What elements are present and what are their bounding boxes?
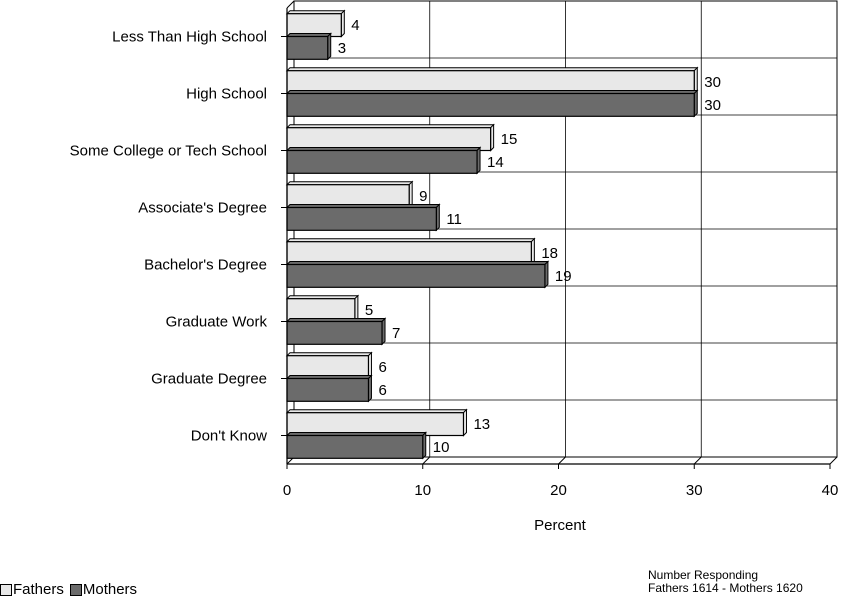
note-line-1: Number Responding [648,568,759,582]
data-label-mothers-graduate-degree: 6 [378,382,386,399]
data-label-mothers-don-t-know: 10 [433,439,450,456]
data-label-fathers-bachelor-s-degree: 18 [541,245,558,262]
bar-mothers-high-school [286,92,695,117]
legend-swatch-fathers [0,583,12,596]
bar-mothers-don-t-know [286,434,424,459]
bars [285,9,699,460]
data-label-fathers-don-t-know: 13 [473,416,490,433]
data-label-mothers-some-college-or-tech-school: 14 [487,154,504,171]
bar-mothers-graduate-work [286,320,383,345]
y-axis-depth-line [286,0,295,9]
data-label-fathers-graduate-work: 5 [365,302,373,319]
data-label-fathers-associate-s-degree: 9 [419,188,427,205]
responses-note: Number Responding Fathers 1614 - Mothers… [648,569,803,595]
legend-item-mothers: Mothers [69,581,138,598]
data-label-mothers-less-than-high-school: 3 [338,40,346,57]
x-tick-label-40: 40 [822,482,839,499]
x-tick-label-0: 0 [283,482,291,499]
legend-label-mothers: Mothers [82,581,138,598]
legend-label-fathers: Fathers [13,581,64,598]
data-label-mothers-associate-s-degree: 11 [446,211,462,228]
axes [281,0,831,469]
data-label-fathers-graduate-degree: 6 [378,359,386,376]
data-label-fathers-less-than-high-school: 4 [351,17,359,34]
x-axis-label: Percent [534,517,587,534]
bar-mothers-some-college-or-tech-school [286,149,478,174]
legend-item-fathers: Fathers [0,581,64,598]
category-label-associate-s-degree: Associate's Degree [138,200,267,217]
data-label-fathers-high-school: 30 [704,74,721,91]
category-label-graduate-degree: Graduate Degree [151,371,267,388]
floor-grid-line [422,456,431,465]
floor-grid-line [693,456,702,465]
bar-mothers-less-than-high-school [286,35,329,60]
bar-mothers-associate-s-degree [286,206,437,231]
x-tick-label-20: 20 [550,482,567,499]
data-label-mothers-high-school: 30 [704,97,721,114]
data-label-fathers-some-college-or-tech-school: 15 [501,131,518,148]
floor-grid-line [558,456,566,465]
note-line-2: Fathers 1614 - Mothers 1620 [648,581,803,595]
category-label-bachelor-s-degree: Bachelor's Degree [144,257,267,274]
floor-grid-line [829,456,838,465]
legend-swatch-mothers [69,583,82,596]
labels: 43 Less Than High School 30 30 High School 15… [70,17,839,499]
category-label-less-than-high-school: Less Than High School [112,29,267,46]
x-tick-label-30: 30 [686,482,703,499]
bar-mothers-graduate-degree [286,377,370,402]
category-label-don-t-know: Don't Know [191,428,267,445]
legend: Fathers Mothers [0,581,143,598]
data-label-mothers-bachelor-s-degree: 19 [555,268,572,285]
bar-mothers-bachelor-s-degree [286,263,546,288]
category-label-high-school: High School [186,86,267,103]
category-label-some-college-or-tech-school: Some College or Tech School [70,143,267,160]
data-label-mothers-graduate-work: 7 [392,325,400,342]
x-tick-label-10: 10 [414,482,431,499]
category-label-graduate-work: Graduate Work [166,314,268,331]
